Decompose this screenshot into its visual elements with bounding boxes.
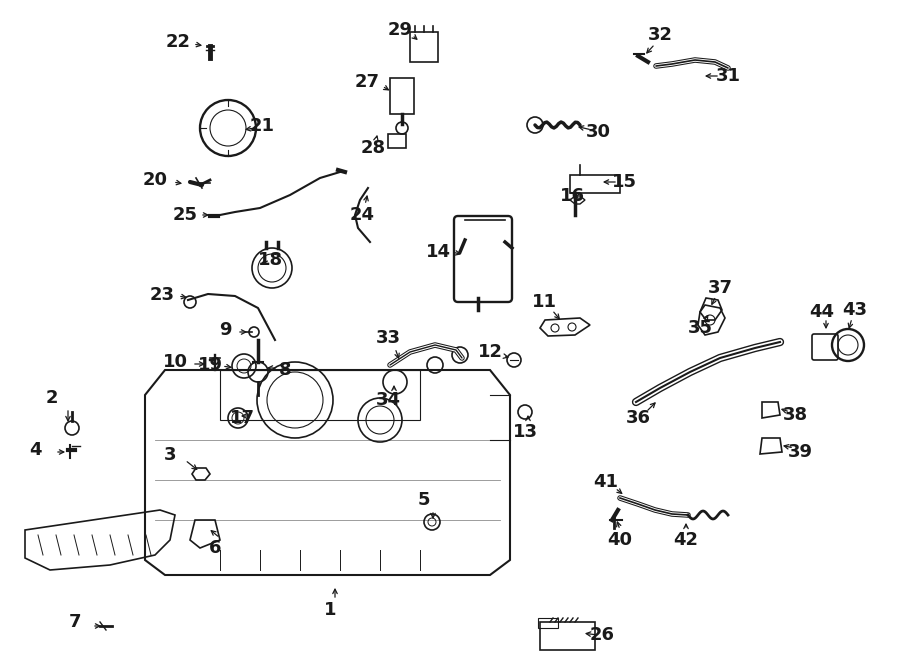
Text: 34: 34 xyxy=(375,391,401,409)
Text: 25: 25 xyxy=(173,206,197,224)
Text: 27: 27 xyxy=(355,73,380,91)
Text: 11: 11 xyxy=(532,293,556,311)
Text: 5: 5 xyxy=(418,491,430,509)
Text: 10: 10 xyxy=(163,353,187,371)
Bar xyxy=(390,78,414,114)
Text: 23: 23 xyxy=(149,286,175,304)
Text: 33: 33 xyxy=(375,329,401,347)
Text: 39: 39 xyxy=(788,443,813,461)
Text: 24: 24 xyxy=(349,206,374,224)
Text: 16: 16 xyxy=(560,187,584,205)
Text: 35: 35 xyxy=(688,319,713,337)
Bar xyxy=(410,32,438,62)
Text: 22: 22 xyxy=(166,33,191,51)
Text: 44: 44 xyxy=(809,303,834,321)
Text: 7: 7 xyxy=(68,613,81,631)
Text: 9: 9 xyxy=(219,321,231,339)
Text: 12: 12 xyxy=(478,343,502,361)
Text: 1: 1 xyxy=(324,601,337,619)
Bar xyxy=(540,622,595,650)
Text: 31: 31 xyxy=(716,67,741,85)
Text: 36: 36 xyxy=(626,409,651,427)
Text: 14: 14 xyxy=(426,243,451,261)
Text: 30: 30 xyxy=(586,123,610,141)
Text: 19: 19 xyxy=(197,356,222,374)
Text: 21: 21 xyxy=(249,117,274,135)
Text: 41: 41 xyxy=(593,473,618,491)
Text: 17: 17 xyxy=(230,409,255,427)
Text: 32: 32 xyxy=(647,26,672,44)
Text: 42: 42 xyxy=(673,531,698,549)
Text: 3: 3 xyxy=(164,446,176,464)
Bar xyxy=(538,618,558,628)
Text: 20: 20 xyxy=(142,171,167,189)
Text: 26: 26 xyxy=(590,626,615,644)
Text: 28: 28 xyxy=(360,139,385,157)
Text: 43: 43 xyxy=(842,301,868,319)
Text: 2: 2 xyxy=(46,389,58,407)
Text: 6: 6 xyxy=(209,539,221,557)
Text: 13: 13 xyxy=(512,423,537,441)
Bar xyxy=(388,134,406,148)
Text: 18: 18 xyxy=(257,251,283,269)
Text: 8: 8 xyxy=(279,361,292,379)
Text: 15: 15 xyxy=(611,173,636,191)
Text: 40: 40 xyxy=(608,531,633,549)
Text: 29: 29 xyxy=(388,21,412,39)
Text: 4: 4 xyxy=(29,441,41,459)
Text: 37: 37 xyxy=(707,279,733,297)
Text: 38: 38 xyxy=(782,406,807,424)
Bar xyxy=(570,175,620,193)
